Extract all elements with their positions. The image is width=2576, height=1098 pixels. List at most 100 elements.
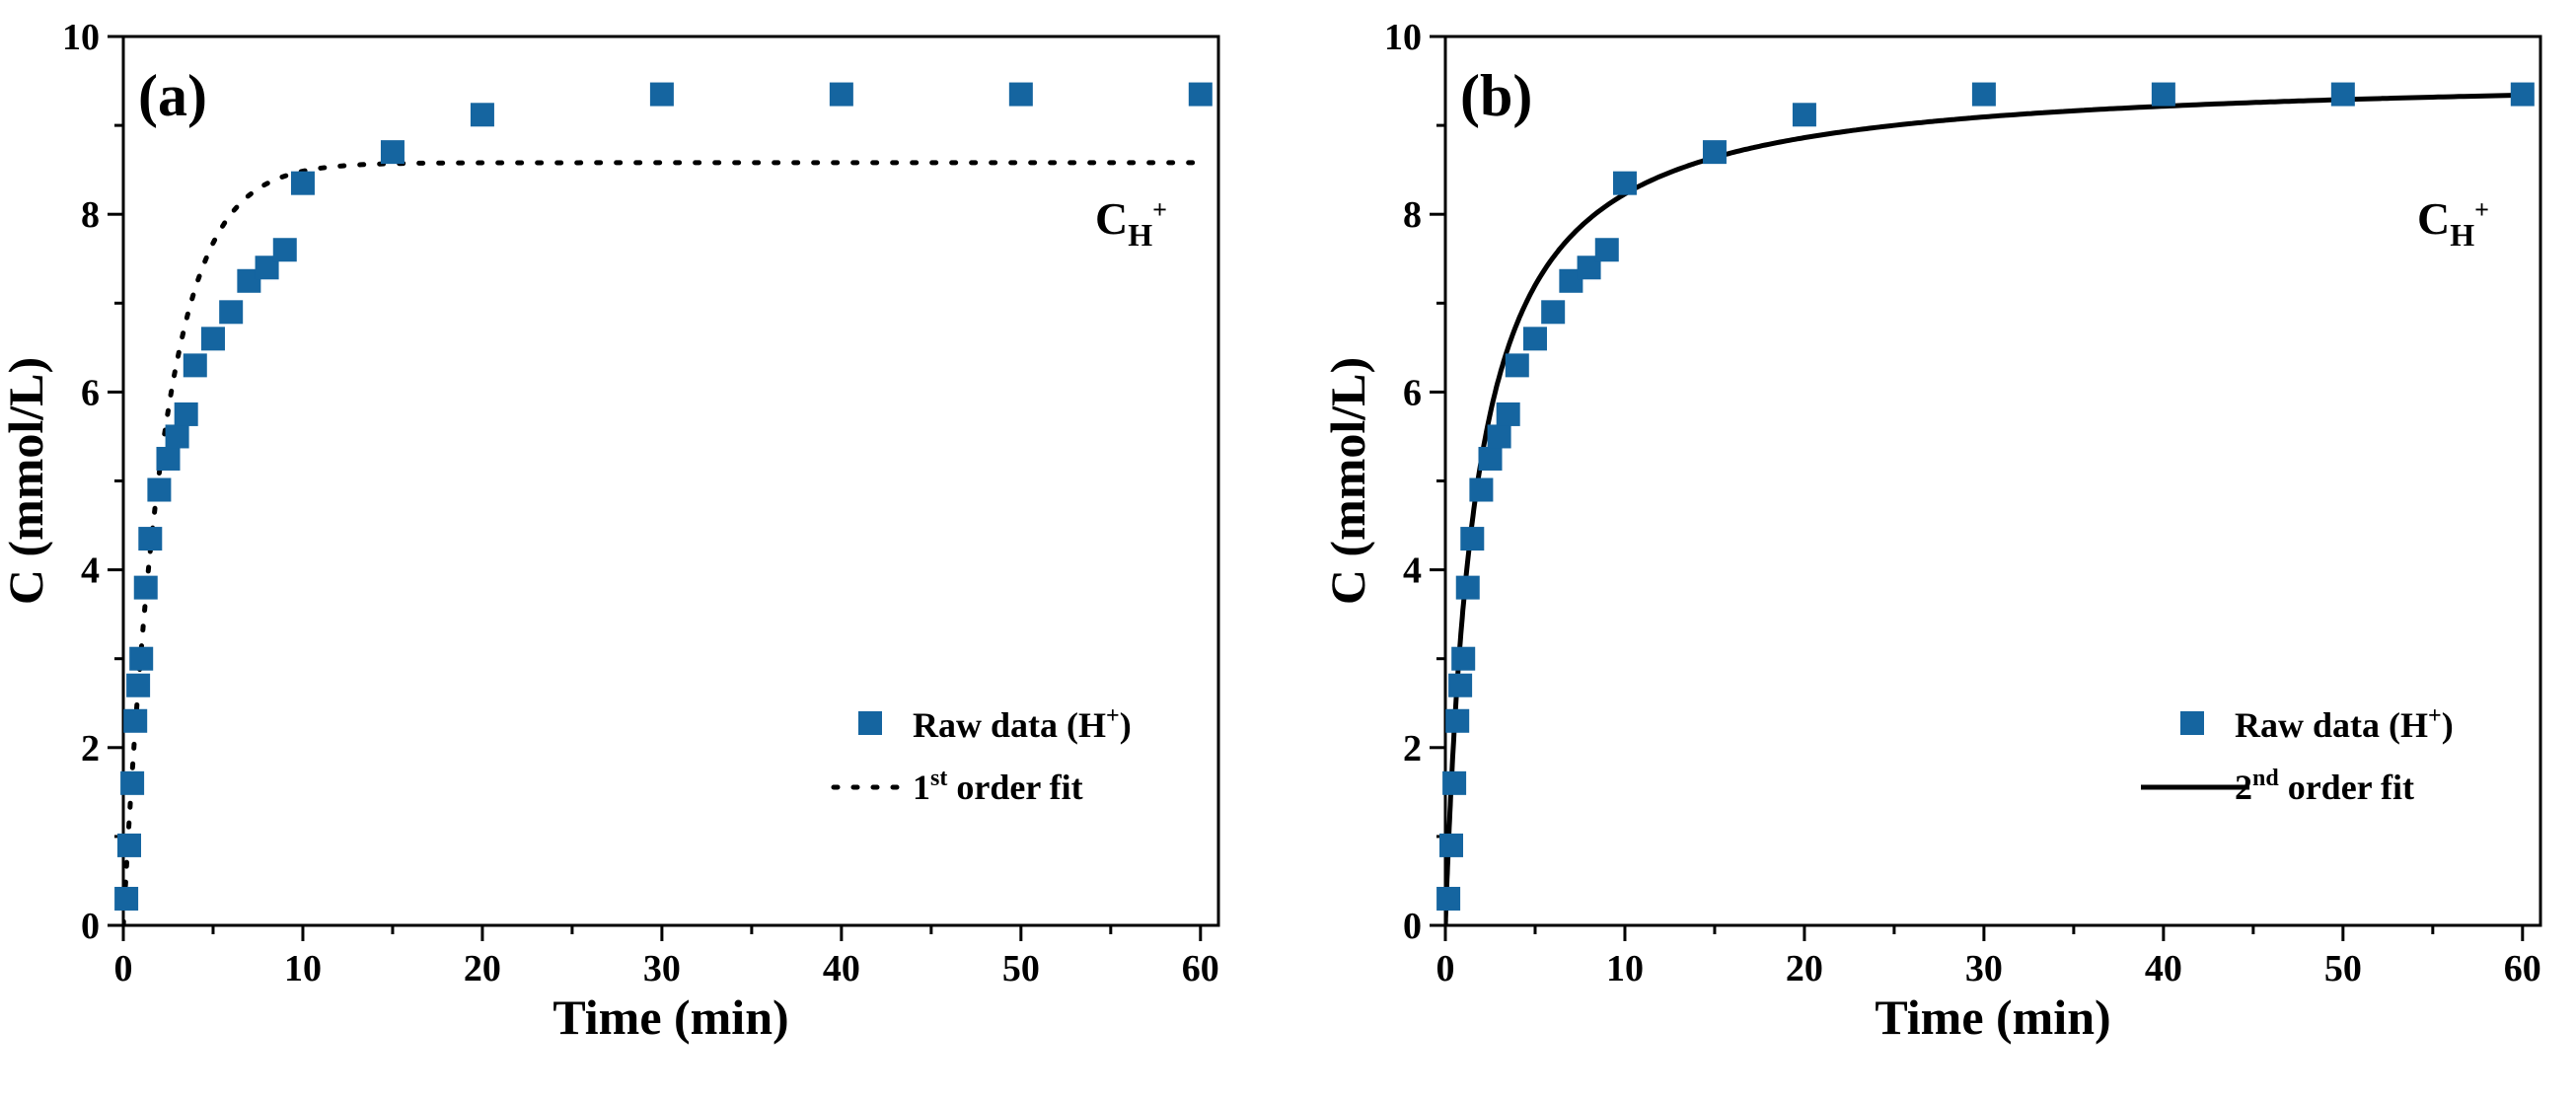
x-tick-label: 60 (2504, 948, 2541, 989)
data-point (1612, 171, 1637, 195)
legend-fit-end: order fit (2279, 768, 2414, 807)
legend-raw-data-text: Raw data (H (913, 705, 1106, 745)
data-point (290, 171, 315, 195)
data-point (1445, 708, 1470, 733)
y-tick-label: 4 (1403, 550, 1422, 592)
data-point (174, 402, 198, 426)
data-point (183, 353, 207, 378)
data-point (114, 886, 139, 911)
legend-raw-data-end: ) (1120, 705, 1132, 745)
data-point (1008, 82, 1033, 107)
legend-fit-sup: st (930, 766, 947, 791)
y-tick-label: 10 (1384, 17, 1422, 58)
panel-b: 0 10 20 30 40 50 60 0 2 4 6 8 10 Time (min) C (mmol/L)… (1320, 17, 2542, 1045)
species-label-superscript: + (1152, 195, 1167, 224)
data-point (470, 103, 494, 127)
data-point (1505, 353, 1529, 378)
data-point (1792, 103, 1816, 127)
panel-label: (b) (1460, 63, 1532, 128)
data-point (1522, 327, 1547, 351)
y-tick-label: 2 (1403, 728, 1422, 769)
data-point (1702, 140, 1727, 165)
data-point (1487, 424, 1511, 449)
data-point (200, 327, 225, 351)
data-point (1451, 646, 1476, 671)
y-tick-label: 2 (81, 728, 100, 769)
y-tick-label: 10 (62, 17, 100, 58)
fit-line (123, 160, 1204, 925)
data-point (2510, 82, 2535, 107)
x-tick-label: 40 (2145, 948, 2182, 989)
legend-fit-text: 2 (2235, 768, 2252, 807)
data-point (1448, 673, 1473, 697)
data-point (123, 708, 148, 733)
x-axis-title: Time (min) (1875, 989, 2110, 1045)
data-point (1478, 446, 1503, 471)
data-point (1460, 527, 1485, 551)
legend-marker-icon (858, 711, 882, 735)
y-tick-label: 0 (1403, 906, 1422, 947)
data-point (129, 646, 154, 671)
data-point (138, 527, 163, 551)
data-point (2151, 82, 2175, 107)
legend-raw-data-text: Raw data (H (2235, 705, 2428, 745)
legend-raw-data-end: ) (2442, 705, 2454, 745)
legend-raw-data-label: Raw data (H+) (913, 703, 1132, 745)
y-tick-label: 6 (81, 372, 100, 413)
data-point (120, 770, 145, 795)
y-axis-title: C (mmol/L) (1320, 357, 1375, 605)
species-label-subscript: H (2450, 217, 2474, 253)
data-point (1439, 833, 1464, 857)
x-tick-label: 20 (464, 948, 501, 989)
data-point (219, 300, 244, 325)
data-point (1496, 402, 1520, 426)
x-tick-label: 50 (2324, 948, 2362, 989)
data-point (1971, 82, 1996, 107)
data-point (1541, 300, 1566, 325)
x-tick-label: 60 (1182, 948, 1219, 989)
y-tick-label: 0 (81, 906, 100, 947)
data-point (1188, 82, 1213, 107)
data-point (156, 446, 181, 471)
data-point (1455, 575, 1480, 600)
legend-raw-data-label: Raw data (H+) (2235, 703, 2454, 745)
panel-a: 0 10 20 30 40 50 60 0 2 4 6 8 10 Time (min) C (mmol/L)… (0, 17, 1220, 1045)
species-label-superscript: + (2474, 195, 2489, 224)
y-tick-label: 6 (1403, 372, 1422, 413)
data-point (147, 477, 172, 502)
species-label-subscript: H (1128, 217, 1152, 253)
data-point (2330, 82, 2355, 107)
x-tick-label: 10 (1606, 948, 1644, 989)
species-label-main: C (2417, 193, 2450, 244)
legend-fit-end: order fit (947, 768, 1082, 807)
data-point (649, 82, 674, 107)
legend: Raw data (H+) 1st order fit (831, 703, 1132, 807)
data-point (272, 238, 297, 262)
legend-fit-text: 1 (913, 768, 930, 807)
species-label: CH+ (2417, 193, 2489, 253)
data-point (133, 575, 158, 600)
data-point (117, 833, 142, 857)
data-point (829, 82, 853, 107)
data-point (1594, 238, 1619, 262)
legend-fit-label: 1st order fit (913, 766, 1083, 807)
y-tick-label: 8 (81, 194, 100, 236)
x-tick-label: 30 (643, 948, 681, 989)
data-point (126, 673, 151, 697)
legend-fit-label: 2nd order fit (2235, 766, 2414, 807)
legend-raw-data-sup: + (2428, 703, 2442, 729)
x-tick-label: 50 (1002, 948, 1040, 989)
x-tick-label: 30 (1965, 948, 2003, 989)
data-point (165, 424, 189, 449)
species-label: CH+ (1095, 193, 1167, 253)
legend-fit-sup: nd (2252, 766, 2279, 791)
x-tick-label: 40 (823, 948, 860, 989)
data-point (380, 140, 405, 165)
data-point (1442, 770, 1467, 795)
legend: Raw data (H+) 2nd order fit (2141, 703, 2454, 807)
species-label-main: C (1095, 193, 1128, 244)
x-tick-label: 10 (284, 948, 322, 989)
data-point (1436, 886, 1461, 911)
x-tick-label: 20 (1786, 948, 1823, 989)
